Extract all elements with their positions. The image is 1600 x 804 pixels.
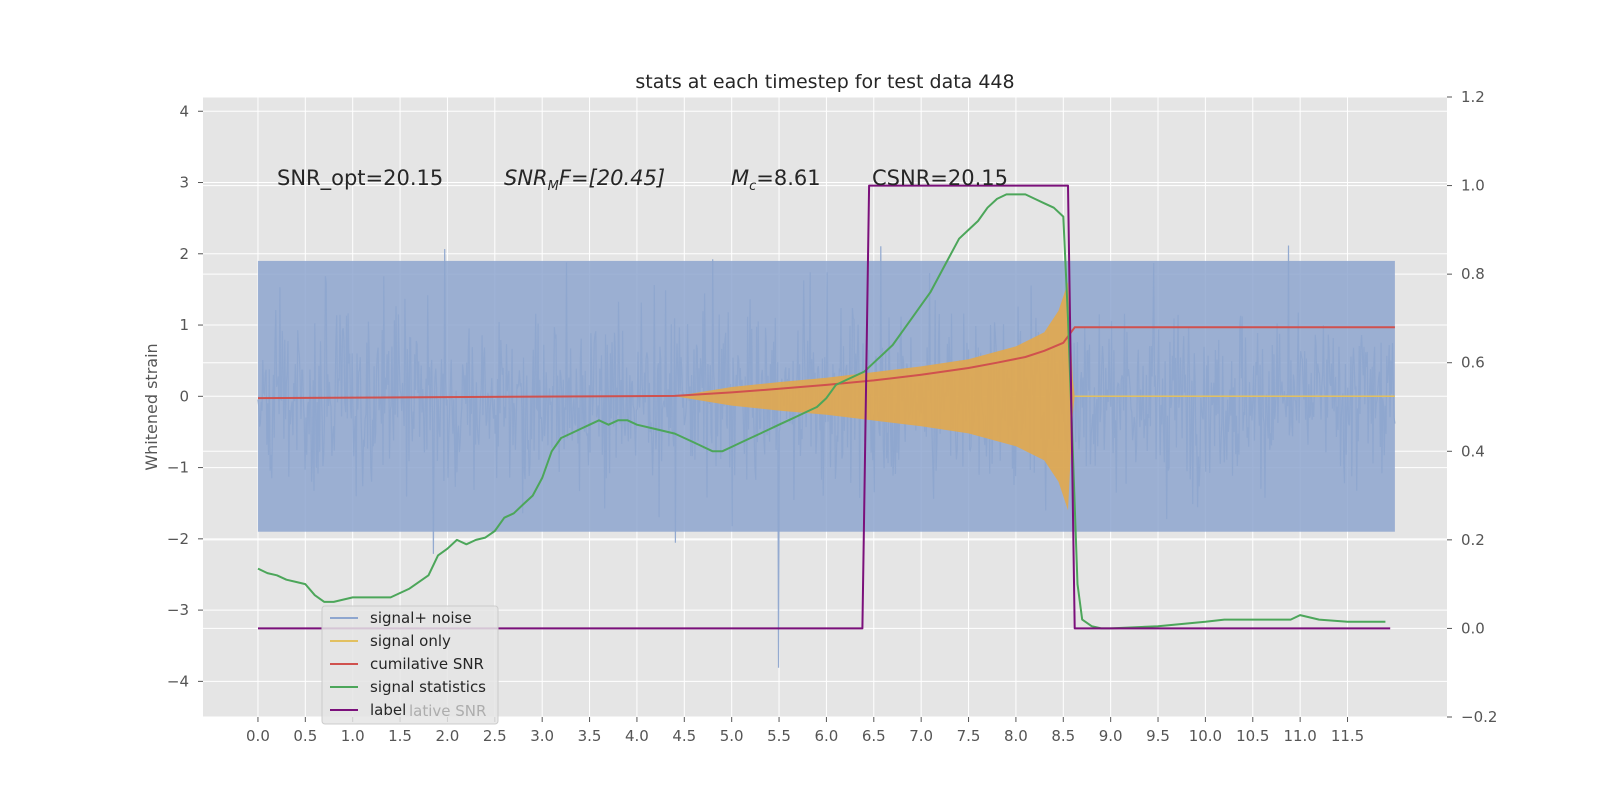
x-tick-label: 1.5	[388, 727, 412, 745]
x-tick-label: 0.0	[246, 727, 270, 745]
x-tick-label: 2.5	[483, 727, 507, 745]
line-series-group	[257, 184, 1395, 630]
y-tick-label: −2	[167, 530, 189, 548]
y-tick-label: 1	[179, 316, 189, 334]
x-tick-label: 2.0	[436, 727, 460, 745]
cumulative-snr-line	[257, 326, 1395, 400]
x-tick-label: 3.5	[578, 727, 602, 745]
y2-tick-label: 0.6	[1461, 354, 1485, 372]
x-tick-label: 5.0	[720, 727, 744, 745]
y-axis-label: Whitened strain	[142, 343, 161, 470]
x-tick-label: 11.0	[1283, 727, 1316, 745]
y-tick-label: −1	[167, 459, 189, 477]
signal-only-series	[674, 282, 1395, 511]
y-tick-label: 0	[179, 387, 189, 405]
axes-group: 0.0 0.5 1.0 1.5 2.0 2.5 3.0 3.5 4.0 4.5 5.0 5.5 6.0 6…	[167, 88, 1498, 745]
legend-label-cumulative-snr: cumilative SNR	[370, 655, 484, 673]
annotation-snr-opt: SNR_opt=20.15	[277, 166, 443, 191]
annotation-group: SNR_opt=20.15 SNRMF=[20.45] Mc=8.61 CSNR…	[277, 166, 1008, 194]
y2-tick-label: −0.2	[1461, 708, 1497, 726]
x-tick-label: 7.5	[957, 727, 981, 745]
y-tick-label: 2	[179, 245, 189, 263]
legend-box	[321, 605, 499, 725]
x-tick-label: 8.5	[1051, 727, 1075, 745]
chart-title: stats at each timestep for test data 448	[635, 71, 1014, 93]
x-tick-label: 6.0	[814, 727, 838, 745]
x-tick-label: 9.0	[1099, 727, 1123, 745]
annotation-mc: Mc=8.61	[731, 166, 821, 194]
label-line	[258, 184, 1391, 630]
legend-label-signal-statistics: signal statistics	[370, 678, 486, 696]
y2-tick-label: 1.0	[1461, 177, 1485, 195]
signal-only-fill	[674, 282, 1075, 511]
x-tick-label: 4.0	[625, 727, 649, 745]
x-tick-label: 6.5	[862, 727, 886, 745]
x-tick-label: 4.5	[672, 727, 696, 745]
legend-label-label: label	[370, 701, 406, 719]
y2-tick-label: 0.2	[1461, 531, 1485, 549]
annotation-snr-mf: SNRMF=[20.45]	[504, 166, 665, 194]
legend: lative SNR signal+ noise signal only cum…	[321, 605, 499, 725]
x-tick-label: 9.5	[1146, 727, 1170, 745]
y-tick-label: −3	[167, 601, 189, 619]
x-tick-label: 7.0	[909, 727, 933, 745]
x-tick-label: 5.5	[767, 727, 791, 745]
signal-statistics-line	[257, 193, 1386, 630]
x-tick-label: 3.0	[530, 727, 554, 745]
x-tick-label: 10.5	[1236, 727, 1269, 745]
legend-ghost-text: lative SNR	[409, 702, 486, 720]
y2-tick-label: 1.2	[1461, 88, 1485, 106]
x-tick-label: 8.0	[1004, 727, 1028, 745]
legend-label-signal-only: signal only	[370, 632, 451, 650]
x-tick-label: 10.0	[1189, 727, 1222, 745]
legend-label-signal-noise: signal+ noise	[370, 609, 472, 627]
y2-tick-label: 0.8	[1461, 265, 1485, 283]
y2-tick-label: 0.0	[1461, 619, 1485, 637]
annotation-csnr: CSNR=20.15	[872, 166, 1008, 190]
y2-tick-label: 0.4	[1461, 442, 1485, 460]
y-tick-label: −4	[167, 672, 189, 690]
x-tick-label: 0.5	[293, 727, 317, 745]
y-tick-label: 4	[179, 102, 189, 120]
x-tick-label: 11.5	[1331, 727, 1364, 745]
x-tick-label: 1.0	[341, 727, 365, 745]
y-tick-label: 3	[179, 174, 189, 192]
